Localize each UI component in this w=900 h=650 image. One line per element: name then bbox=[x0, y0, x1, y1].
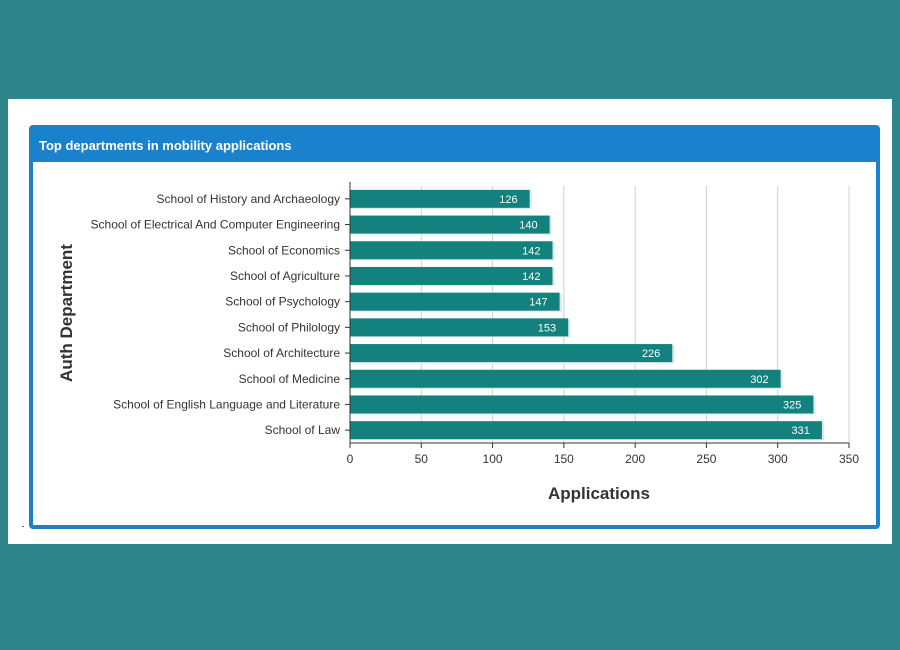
x-tick-label: 0 bbox=[347, 452, 354, 466]
data-label: 226 bbox=[642, 348, 660, 360]
panel-title: Top departments in mobility applications bbox=[33, 129, 876, 162]
category-label: School of Medicine bbox=[239, 372, 341, 386]
category-label: School of English Language and Literatur… bbox=[113, 397, 340, 411]
y-axis-title: Auth Department bbox=[57, 244, 76, 382]
category-label: School of History and Archaeology bbox=[157, 192, 340, 206]
x-tick-label: 150 bbox=[554, 452, 574, 466]
bar bbox=[350, 292, 560, 311]
data-label: 142 bbox=[522, 245, 540, 257]
axes: 0 50 100 150 200 250 300 350 School of History a… bbox=[91, 182, 859, 466]
category-label: School of Agriculture bbox=[230, 269, 340, 283]
data-label: 126 bbox=[499, 194, 517, 206]
bar bbox=[350, 189, 530, 208]
bar bbox=[350, 369, 781, 388]
category-label: School of Architecture bbox=[223, 346, 340, 360]
data-label: 142 bbox=[522, 271, 540, 283]
x-tick-label: 100 bbox=[483, 452, 503, 466]
bar bbox=[350, 421, 822, 440]
page-card: Top departments in mobility applications… bbox=[8, 99, 892, 544]
bar bbox=[350, 344, 673, 363]
data-label: 153 bbox=[538, 322, 556, 334]
chart-panel: Top departments in mobility applications… bbox=[29, 125, 880, 529]
bar bbox=[350, 395, 814, 414]
category-label: School of Electrical And Computer Engine… bbox=[91, 218, 340, 232]
bar bbox=[350, 215, 550, 234]
bar bbox=[350, 266, 553, 285]
x-tick-label: 350 bbox=[839, 452, 859, 466]
category-label: School of Law bbox=[265, 423, 341, 437]
bars: 126 140 142 142 147 153 226 302 325 331 bbox=[350, 189, 824, 441]
bar-chart: 126 140 142 142 147 153 226 302 325 331 0 50 100 150… bbox=[57, 182, 859, 503]
x-tick-label: 50 bbox=[415, 452, 429, 466]
data-label: 325 bbox=[783, 399, 801, 411]
x-tick-label: 200 bbox=[625, 452, 645, 466]
category-label: School of Economics bbox=[228, 243, 340, 257]
data-label: 302 bbox=[750, 374, 768, 386]
data-label: 147 bbox=[529, 297, 547, 309]
category-label: School of Psychology bbox=[225, 295, 340, 309]
category-label: School of Philology bbox=[238, 320, 340, 334]
stray-mark bbox=[22, 526, 24, 527]
data-label: 140 bbox=[519, 220, 537, 232]
bar bbox=[350, 241, 553, 260]
x-tick-label: 250 bbox=[696, 452, 716, 466]
x-tick-label: 300 bbox=[768, 452, 788, 466]
data-label: 331 bbox=[792, 425, 810, 437]
x-axis-title: Applications bbox=[548, 484, 650, 503]
bar bbox=[350, 318, 569, 337]
